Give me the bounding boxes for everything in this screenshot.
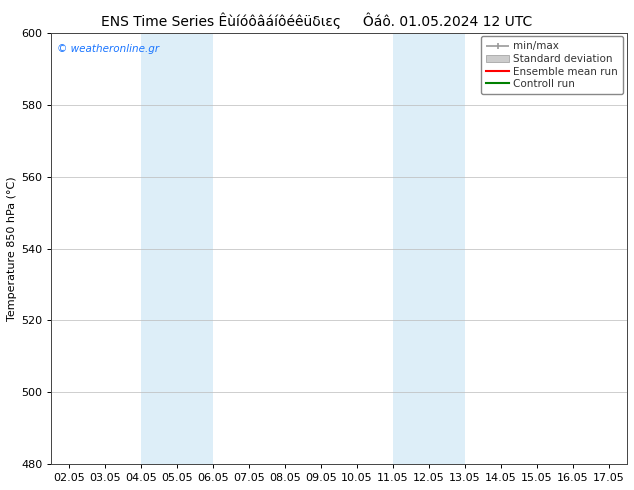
Legend: min/max, Standard deviation, Ensemble mean run, Controll run: min/max, Standard deviation, Ensemble me…: [481, 36, 623, 95]
Bar: [141, 33, 213, 464]
Text: ENS Time Series Êùíóôâáíôéêüδιες     Ôáô. 01.05.2024 12 UTC: ENS Time Series Êùíóôâáíôéêüδιες Ôáô. 01…: [101, 12, 533, 29]
Bar: [393, 33, 465, 464]
Text: © weatheronline.gr: © weatheronline.gr: [57, 44, 159, 54]
Y-axis label: Temperature 850 hPa (°C): Temperature 850 hPa (°C): [7, 176, 17, 321]
